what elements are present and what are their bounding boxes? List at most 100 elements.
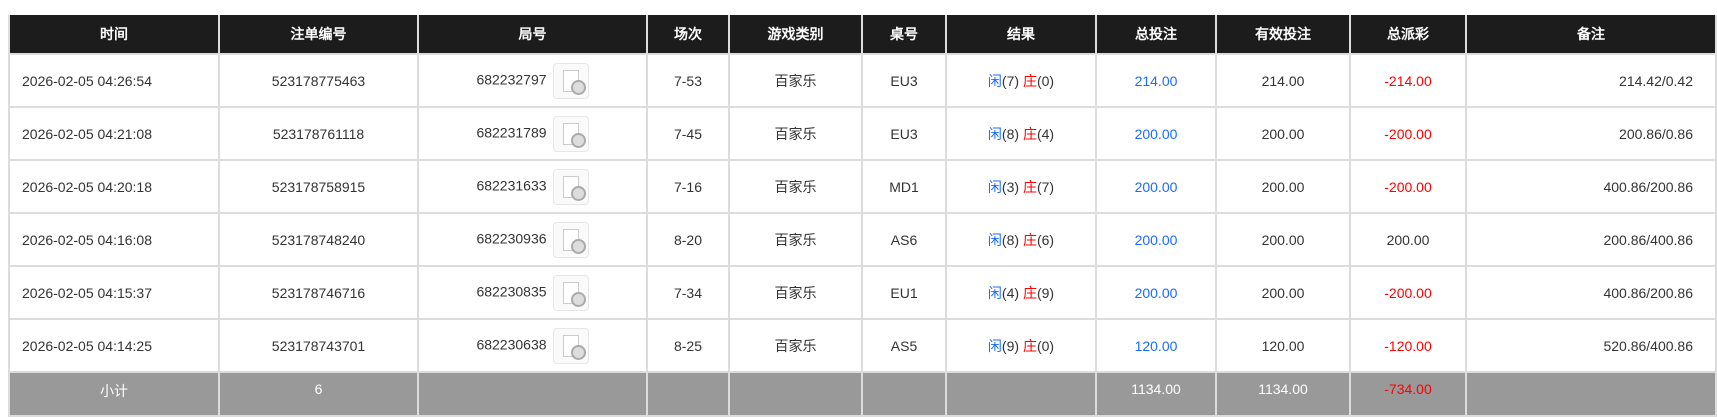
header-time[interactable]: 时间 (8, 15, 220, 54)
bet-id-cell: 523178748240 (218, 212, 419, 267)
header-result[interactable]: 结果 (945, 15, 1097, 54)
round-cell: 682230936 (417, 212, 648, 267)
session-cell: 8-25 (646, 318, 730, 373)
note-cell: 214.42/0.42 (1465, 53, 1717, 108)
total-bet-cell[interactable]: 200.00 (1095, 159, 1217, 214)
time-cell: 2026-02-05 04:15:37 (8, 265, 220, 320)
header-bet-id[interactable]: 注单编号 (218, 15, 419, 54)
banker-label: 庄 (1022, 231, 1037, 248)
result-cell[interactable]: 闲(4) 庄(9) (945, 265, 1097, 320)
header-round[interactable]: 局号 (417, 15, 648, 54)
header-table-no[interactable]: 桌号 (861, 15, 947, 54)
result-cell[interactable]: 闲(3) 庄(7) (945, 159, 1097, 214)
round-number: 682230638 (476, 336, 547, 353)
round-number: 682230936 (476, 230, 547, 247)
banker-score: (7) (1036, 178, 1055, 195)
payout-cell: -214.00 (1349, 53, 1467, 108)
header-session[interactable]: 场次 (646, 15, 730, 54)
game-type-cell: 百家乐 (728, 265, 863, 320)
player-score: (8) (1001, 231, 1020, 248)
video-replay-icon[interactable] (552, 221, 589, 258)
payout-cell: 200.00 (1349, 212, 1467, 267)
table-no-cell: EU3 (861, 106, 947, 161)
round-cell: 682231633 (417, 159, 648, 214)
session-cell: 8-20 (646, 212, 730, 267)
table-no-cell: MD1 (861, 159, 947, 214)
player-score: (4) (1001, 284, 1020, 301)
total-bet-cell[interactable]: 200.00 (1095, 106, 1217, 161)
video-replay-icon[interactable] (552, 327, 589, 364)
player-score: (8) (1001, 125, 1020, 142)
bet-records-table: 时间 注单编号 局号 场次 游戏类别 桌号 结果 总投注 有效投注 总派彩 备注 2026-02-0… (8, 15, 1717, 417)
player-score: (3) (1001, 178, 1020, 195)
total-bet-cell[interactable]: 200.00 (1095, 212, 1217, 267)
player-score: (9) (1001, 337, 1020, 354)
banker-score: (9) (1036, 284, 1055, 301)
banker-score: (0) (1036, 72, 1055, 89)
summary-payout: -734.00 (1349, 371, 1467, 417)
round-cell: 682230835 (417, 265, 648, 320)
header-valid-bet[interactable]: 有效投注 (1215, 15, 1351, 54)
session-cell: 7-53 (646, 53, 730, 108)
video-replay-icon[interactable] (552, 274, 589, 311)
table-row: 2026-02-05 04:14:25 523178743701 6822306… (8, 318, 1717, 373)
total-bet-cell[interactable]: 214.00 (1095, 53, 1217, 108)
bet-id-cell: 523178775463 (218, 53, 419, 108)
round-number: 682232797 (476, 71, 547, 88)
empty-cell (646, 371, 730, 417)
video-replay-icon[interactable] (552, 168, 589, 205)
total-bet-cell[interactable]: 120.00 (1095, 318, 1217, 373)
video-replay-icon[interactable] (552, 115, 589, 152)
total-bet-cell[interactable]: 200.00 (1095, 265, 1217, 320)
payout-cell: -200.00 (1349, 159, 1467, 214)
empty-cell (861, 371, 947, 417)
payout-cell: -120.00 (1349, 318, 1467, 373)
session-cell: 7-16 (646, 159, 730, 214)
header-game-type[interactable]: 游戏类别 (728, 15, 863, 54)
player-label: 闲 (987, 178, 1002, 195)
valid-bet-cell: 200.00 (1215, 212, 1351, 267)
round-number: 682230835 (476, 283, 547, 300)
table-no-cell: EU3 (861, 53, 947, 108)
bet-id-cell: 523178746716 (218, 265, 419, 320)
result-cell[interactable]: 闲(9) 庄(0) (945, 318, 1097, 373)
time-cell: 2026-02-05 04:26:54 (8, 53, 220, 108)
player-label: 闲 (987, 337, 1002, 354)
result-cell[interactable]: 闲(8) 庄(4) (945, 106, 1097, 161)
summary-valid: 1134.00 (1215, 371, 1351, 417)
header-total-bet[interactable]: 总投注 (1095, 15, 1217, 54)
header-total-payout[interactable]: 总派彩 (1349, 15, 1467, 54)
banker-label: 庄 (1022, 337, 1037, 354)
valid-bet-cell: 214.00 (1215, 53, 1351, 108)
empty-cell (417, 371, 648, 417)
time-cell: 2026-02-05 04:20:18 (8, 159, 220, 214)
summary-count: 6 (218, 371, 419, 417)
result-cell[interactable]: 闲(8) 庄(6) (945, 212, 1097, 267)
game-type-cell: 百家乐 (728, 106, 863, 161)
player-score: (7) (1001, 72, 1020, 89)
bet-id-cell: 523178743701 (218, 318, 419, 373)
summary-row: 小计 6 1134.00 1134.00 -734.00 (8, 371, 1717, 417)
bet-id-cell: 523178761118 (218, 106, 419, 161)
game-type-cell: 百家乐 (728, 212, 863, 267)
valid-bet-cell: 200.00 (1215, 265, 1351, 320)
round-number: 682231633 (476, 177, 547, 194)
game-type-cell: 百家乐 (728, 318, 863, 373)
player-label: 闲 (987, 72, 1002, 89)
table-row: 2026-02-05 04:26:54 523178775463 6822327… (8, 53, 1717, 108)
table-row: 2026-02-05 04:15:37 523178746716 6822308… (8, 265, 1717, 320)
banker-score: (0) (1036, 337, 1055, 354)
round-cell: 682231789 (417, 106, 648, 161)
banker-score: (4) (1036, 125, 1055, 142)
table-no-cell: EU1 (861, 265, 947, 320)
video-replay-icon[interactable] (552, 62, 589, 99)
game-type-cell: 百家乐 (728, 53, 863, 108)
header-note[interactable]: 备注 (1465, 15, 1717, 54)
round-cell: 682232797 (417, 53, 648, 108)
banker-label: 庄 (1022, 178, 1037, 195)
result-cell[interactable]: 闲(7) 庄(0) (945, 53, 1097, 108)
table-row: 2026-02-05 04:16:08 523178748240 6822309… (8, 212, 1717, 267)
session-cell: 7-45 (646, 106, 730, 161)
time-cell: 2026-02-05 04:21:08 (8, 106, 220, 161)
round-number: 682231789 (476, 124, 547, 141)
